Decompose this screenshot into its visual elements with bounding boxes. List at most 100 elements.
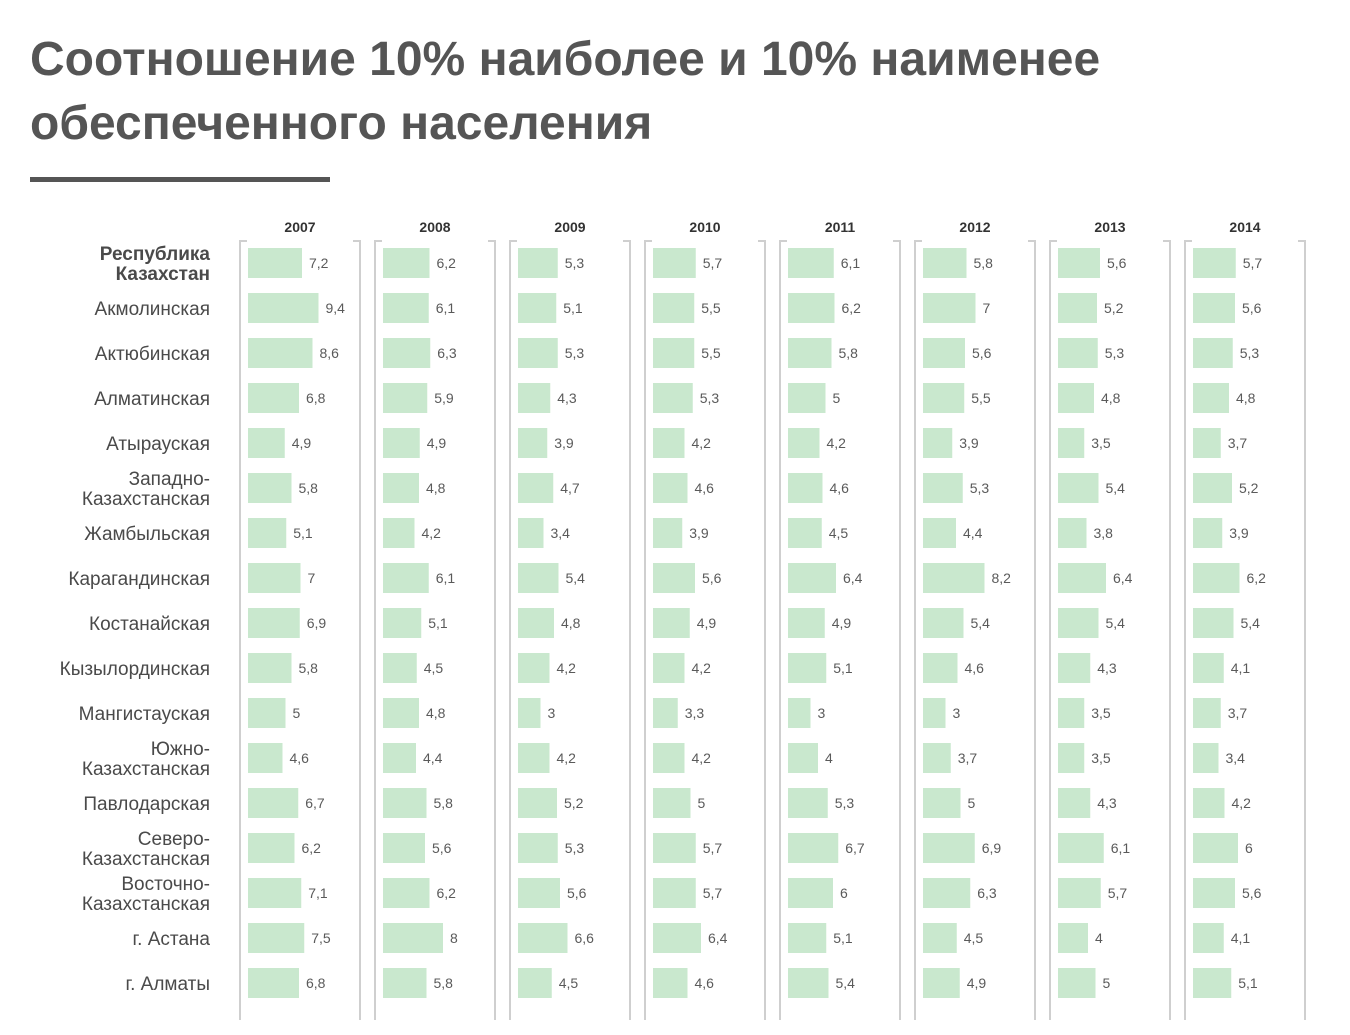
value-label: 6,4 [1113,570,1133,586]
bar [383,743,416,773]
value-label: 5,4 [836,975,856,991]
column-bracket-left [509,240,517,1020]
bar [248,248,302,278]
bar [248,338,313,368]
value-label: 5,3 [565,255,585,271]
year-header-2007: 2007 [284,219,315,235]
value-label: 4,2 [557,660,577,676]
value-label: 4,6 [695,480,715,496]
value-label: 3,7 [958,750,978,766]
value-label: 6,7 [845,840,865,856]
column-bracket-right [1298,240,1306,1020]
value-label: 5,4 [1241,615,1261,631]
bar [1193,563,1240,593]
region-label: Западно- [129,469,210,490]
year-header-2009: 2009 [554,219,585,235]
value-label: 4,4 [423,750,443,766]
value-label: 5,6 [1107,255,1127,271]
value-label: 5,5 [971,390,991,406]
bar [383,968,427,998]
region-label: г. Алматы [126,974,211,995]
year-header-2014: 2014 [1229,219,1260,235]
region-label: Северо- [138,829,210,850]
bar [518,518,544,548]
bar [1058,788,1091,818]
value-label: 5,7 [703,255,723,271]
bar [383,293,429,323]
bar [653,653,685,683]
bar [923,608,964,638]
bar [788,518,822,548]
region-label: Атырауская [106,434,210,455]
bar [923,923,957,953]
region-label: Акмолинская [95,299,210,320]
value-label: 9,4 [326,300,346,316]
bar [653,473,688,503]
bar [788,788,828,818]
value-label: 3,5 [1091,705,1111,721]
bar [923,878,971,908]
value-label: 3,9 [959,435,979,451]
bar [1193,698,1221,728]
value-label: 4,1 [1231,660,1251,676]
value-label: 5,1 [1238,975,1258,991]
value-label: 5,1 [833,660,853,676]
value-label: 8,6 [320,345,340,361]
bar [1193,383,1229,413]
region-label: Актюбинская [95,344,210,365]
bar [1193,833,1238,863]
value-label: 5,3 [1240,345,1260,361]
bar [518,878,560,908]
bar [518,698,541,728]
region-label: Павлодарская [83,794,210,815]
value-label: 4,1 [1231,930,1251,946]
bar [1058,923,1088,953]
value-label: 4,6 [290,750,310,766]
value-label: 4,6 [965,660,985,676]
bar [1193,653,1224,683]
value-label: 5,2 [1239,480,1259,496]
value-label: 6 [840,885,848,901]
value-label: 6,3 [977,885,997,901]
value-label: 4,8 [426,705,446,721]
column-bracket-right [758,240,766,1020]
bar [518,383,551,413]
bar [788,473,823,503]
bar [923,473,963,503]
value-label: 5,4 [1106,615,1126,631]
bar [788,698,811,728]
value-label: 4,5 [559,975,579,991]
bar [1193,293,1235,323]
bar [788,338,832,368]
value-label: 4,7 [560,480,580,496]
column-bracket-right [893,240,901,1020]
value-label: 4,2 [692,750,712,766]
region-label: Южно- [151,739,210,760]
bar [518,563,559,593]
bar [518,248,558,278]
chart-title: Соотношение 10% наиболее и 10% наименее … [30,33,1101,150]
bar [383,563,429,593]
value-label: 3,4 [551,525,571,541]
bar [653,923,701,953]
column-bracket-left [239,240,247,1020]
value-label: 6,7 [305,795,325,811]
value-label: 4 [825,750,833,766]
value-label: 6,4 [708,930,728,946]
column-bracket-right [353,240,361,1020]
bar [248,788,299,818]
value-label: 5,1 [293,525,313,541]
value-label: 6,1 [1111,840,1131,856]
value-label: 5,3 [565,840,585,856]
bar [518,608,554,638]
bar [518,743,550,773]
value-label: 5 [698,795,706,811]
value-label: 3,7 [1228,705,1248,721]
bar [923,788,961,818]
value-label: 5,7 [703,885,723,901]
value-label: 4,2 [422,525,442,541]
value-label: 6 [1245,840,1253,856]
bar [383,788,427,818]
column-bracket-left [374,240,382,1020]
bar [1058,518,1087,548]
